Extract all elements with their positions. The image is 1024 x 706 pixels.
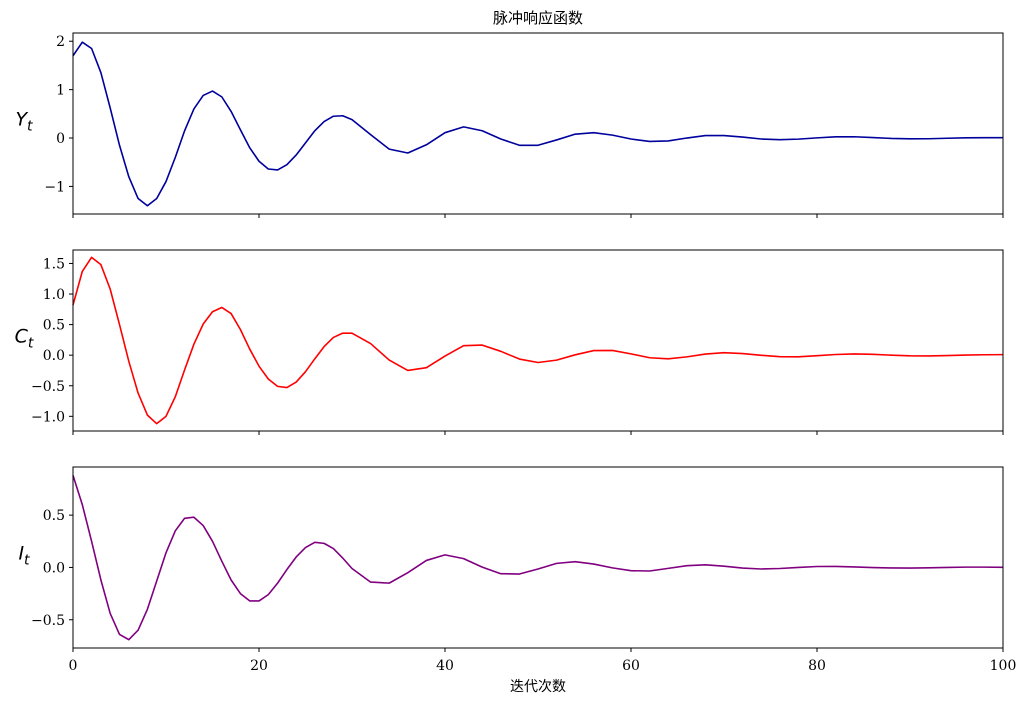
y-tick-label: −0.5: [31, 379, 65, 395]
x-tick-label: 60: [622, 658, 640, 674]
axes-frame: [72, 466, 1004, 649]
y-tick-label: 0.5: [43, 508, 65, 524]
x-tick-label: 40: [436, 658, 454, 674]
y-tick-label: 0.5: [43, 318, 65, 334]
chart-title: 脉冲响应函数: [493, 9, 583, 27]
axes-frame: [72, 32, 1004, 215]
line-series: [72, 41, 1004, 207]
x-axis-label: 迭代次数: [510, 679, 566, 695]
y-axis-label-sub: t: [27, 119, 33, 135]
x-tick-label: 80: [808, 658, 826, 674]
y-axis-label-main: I: [18, 543, 24, 565]
y-axis-label: It: [18, 543, 30, 569]
y-axis-label-sub: t: [24, 553, 30, 569]
y-axis-label: Ct: [15, 326, 34, 352]
line-series: [72, 475, 1004, 641]
y-tick-label: 0: [56, 131, 65, 147]
x-tick-label: 0: [69, 658, 78, 674]
y-tick-label: 1: [56, 83, 65, 99]
y-tick-label: −0.5: [31, 613, 65, 629]
y-tick-label: −1.0: [31, 409, 65, 425]
y-tick-label: 2: [56, 34, 65, 50]
y-tick-label: 1.5: [43, 256, 65, 272]
y-axis-label-sub: t: [28, 336, 34, 352]
y-axis-label-main: Y: [15, 109, 28, 131]
x-tick-label: 20: [250, 658, 268, 674]
x-tick-label: 100: [990, 658, 1017, 674]
axes-frame: [72, 249, 1004, 432]
y-tick-label: 1.0: [43, 287, 65, 303]
y-tick-label: −1: [44, 179, 65, 195]
y-tick-label: 0.0: [43, 348, 65, 364]
y-axis-label: Yt: [15, 109, 33, 135]
y-axis-label-main: C: [15, 326, 29, 348]
y-tick-label: 0.0: [43, 560, 65, 576]
line-series: [72, 256, 1004, 425]
